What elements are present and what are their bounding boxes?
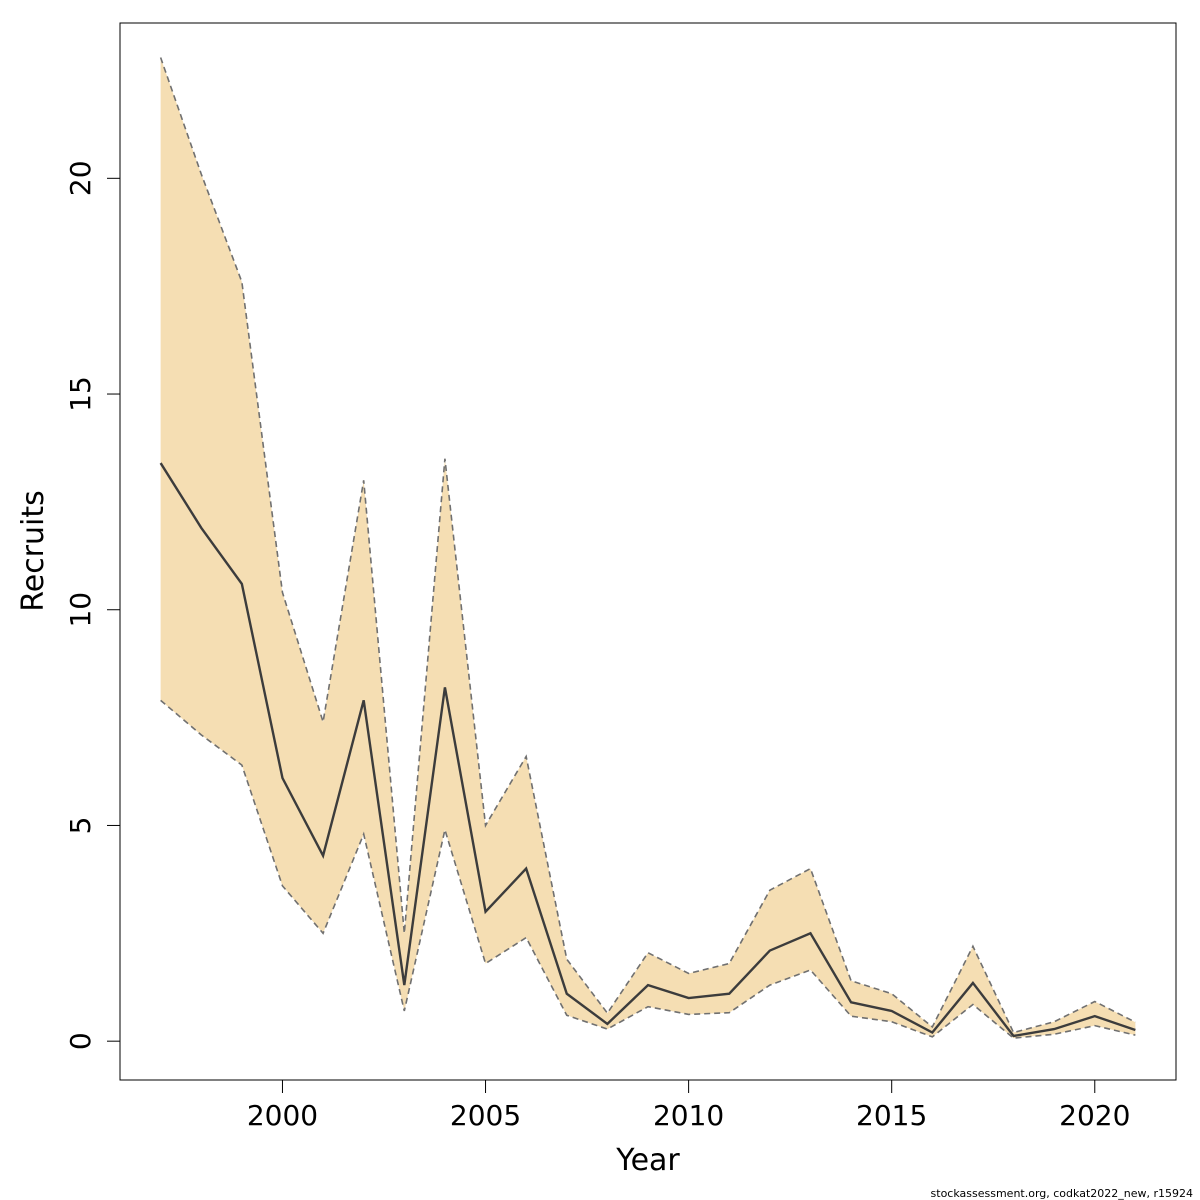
y-axis-title: Recruits: [16, 490, 51, 612]
x-axis-title: Year: [615, 1143, 680, 1178]
y-tick-label: 20: [64, 160, 97, 196]
y-tick-label: 10: [64, 592, 97, 628]
confidence-band: [160, 57, 1136, 1039]
y-tick-label: 5: [64, 817, 97, 835]
estimate-line: [159, 462, 1136, 1038]
lower-bound-line: [160, 699, 1136, 1039]
x-tick-label: 2000: [247, 1099, 318, 1132]
x-tick-label: 2010: [653, 1099, 724, 1132]
y-tick-label: 15: [64, 376, 97, 412]
x-tick-label: 2020: [1059, 1099, 1130, 1132]
x-tick-label: 2005: [450, 1099, 521, 1132]
plot-area: [159, 57, 1136, 1039]
y-tick-label: 0: [64, 1032, 97, 1050]
x-axis: 2000 2005 2010 2015 2020: [247, 1079, 1130, 1132]
y-axis: 0 5 10 15 20: [64, 160, 121, 1050]
upper-bound-line: [159, 57, 1136, 1034]
x-tick-label: 2015: [856, 1099, 927, 1132]
plot-frame: [119, 22, 1177, 1081]
credit-text: stockassessment.org, codkat2022_new, r15…: [931, 1187, 1193, 1200]
